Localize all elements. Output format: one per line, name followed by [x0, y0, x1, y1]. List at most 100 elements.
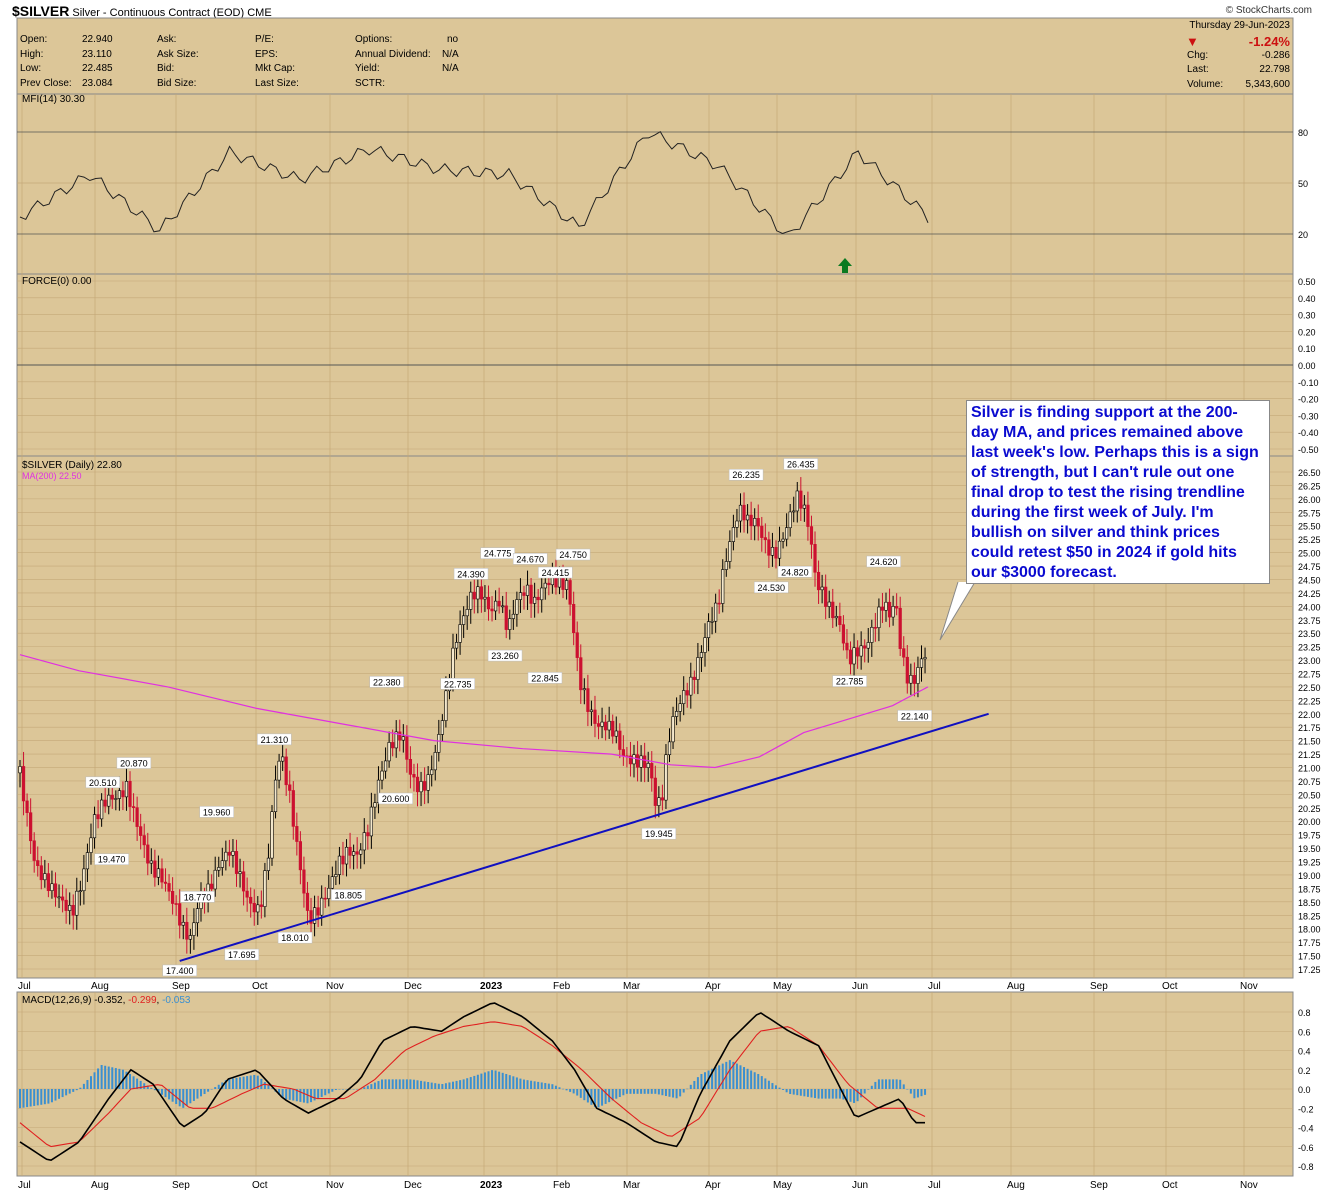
macd-histogram-bar	[480, 1073, 483, 1089]
macd-tick-label: 0.6	[1298, 1027, 1311, 1037]
price-tick-label: 18.00	[1298, 925, 1321, 935]
macd-histogram-bar	[718, 1065, 721, 1089]
macd-histogram-bar	[324, 1089, 327, 1096]
macd-histogram-bar	[750, 1070, 753, 1089]
macd-histogram-bar	[441, 1083, 444, 1089]
macd-histogram-bar	[306, 1089, 309, 1104]
macd-histogram-bar	[689, 1084, 692, 1089]
force-tick-label: 0.00	[1298, 361, 1316, 371]
macd-histogram-bar	[253, 1074, 256, 1089]
candle-body	[149, 860, 153, 864]
candle-body	[25, 800, 29, 813]
candle-body	[515, 599, 519, 615]
candle-body	[238, 871, 242, 874]
candle-body	[288, 784, 292, 791]
macd-histogram-bar	[373, 1082, 376, 1089]
price-label-box	[555, 548, 591, 561]
candle-body	[188, 935, 192, 940]
candle-body	[29, 812, 33, 842]
candle-body	[710, 620, 714, 623]
macd-histogram-bar	[310, 1089, 313, 1103]
ma200-legend: MA(200) 22.50	[22, 471, 82, 481]
macd-histogram-bar	[735, 1063, 738, 1089]
macd-histogram-bar	[448, 1082, 451, 1089]
macd-histogram-bar	[423, 1081, 426, 1089]
macd-histogram-bar	[263, 1082, 266, 1089]
candle-body	[795, 490, 799, 512]
price-label-box	[277, 931, 313, 944]
x-tick-label: Oct	[252, 981, 268, 992]
macd-histogram-bar	[129, 1073, 132, 1089]
candle-body	[309, 910, 313, 924]
candle-body	[912, 675, 916, 684]
candle-body	[320, 897, 324, 916]
macd-histogram-bar	[856, 1089, 859, 1102]
macd-histogram-bar	[867, 1089, 870, 1090]
macd-histogram-bar	[519, 1078, 522, 1089]
macd-histogram-bar	[136, 1078, 139, 1089]
macd-histogram-bar	[576, 1089, 579, 1096]
macd-histogram-bar	[320, 1089, 323, 1097]
candle-body	[540, 587, 544, 601]
candle-body	[596, 723, 601, 727]
macd-histogram-bar	[50, 1089, 53, 1103]
candle-body	[870, 627, 874, 643]
exchange-label: CME	[247, 7, 272, 19]
macd-histogram-bar	[792, 1089, 795, 1095]
price-label: 26.435	[787, 459, 815, 469]
x-tick-label: Jul	[928, 981, 941, 992]
price-label: 19.960	[203, 807, 231, 817]
candle-body	[561, 577, 565, 590]
macd-histogram-bar	[672, 1089, 675, 1098]
macd-histogram-bar	[899, 1079, 902, 1089]
price-tick-label: 25.00	[1298, 549, 1321, 559]
candle-body	[884, 601, 888, 611]
macd-histogram-bar	[210, 1089, 213, 1090]
macd-histogram-bar	[97, 1068, 100, 1089]
x-tick-label: Nov	[326, 981, 344, 992]
callout-pointer	[939, 581, 976, 641]
candle-body	[380, 770, 384, 781]
price-tick-label: 17.25	[1298, 965, 1321, 975]
macd-histogram-bar	[402, 1079, 405, 1089]
candle-body	[227, 851, 232, 856]
macd-histogram-bar	[139, 1080, 142, 1089]
macd-histogram-bar	[430, 1082, 433, 1089]
price-tick-label: 24.75	[1298, 562, 1321, 572]
grid-layer	[21, 94, 1245, 1176]
macd-histogram-bar	[547, 1083, 550, 1089]
mfi-panel	[16, 93, 1294, 275]
candle-body	[628, 755, 633, 765]
prev-close-value: 23.084	[82, 77, 113, 89]
price-label: 24.820	[781, 567, 809, 577]
candle-body	[866, 642, 870, 649]
macd-histogram-bar	[228, 1078, 231, 1089]
macd-histogram-bar	[824, 1089, 827, 1099]
price-tick-label: 22.50	[1298, 683, 1321, 693]
macd-histogram-bar	[388, 1079, 391, 1089]
candle-body	[259, 904, 263, 907]
price-label: 21.310	[261, 735, 289, 745]
x-tick-label: Oct	[252, 1180, 268, 1191]
candle-body	[824, 586, 828, 607]
macd-histogram-bar	[469, 1077, 472, 1089]
candle-body	[731, 527, 735, 542]
candle-body	[305, 892, 310, 911]
candle-body	[763, 537, 767, 541]
candle-body	[57, 896, 61, 899]
candle-body	[231, 851, 235, 856]
brand-label[interactable]: © StockCharts.com	[1225, 5, 1312, 16]
candle-body	[674, 711, 679, 717]
price-tick-label: 19.50	[1298, 844, 1321, 854]
macd-histogram-bar	[579, 1089, 582, 1098]
macd-histogram-bar	[434, 1083, 437, 1089]
macd-histogram-bar	[902, 1084, 905, 1089]
price-label: 17.695	[228, 950, 256, 960]
candle-body	[891, 606, 895, 618]
candle-body	[217, 867, 221, 871]
macd-histogram-bar	[398, 1079, 401, 1089]
macd-histogram-bar	[590, 1089, 593, 1105]
macd-histogram-bar	[831, 1089, 834, 1099]
candle-body	[575, 632, 579, 658]
price-label-box	[728, 468, 764, 481]
